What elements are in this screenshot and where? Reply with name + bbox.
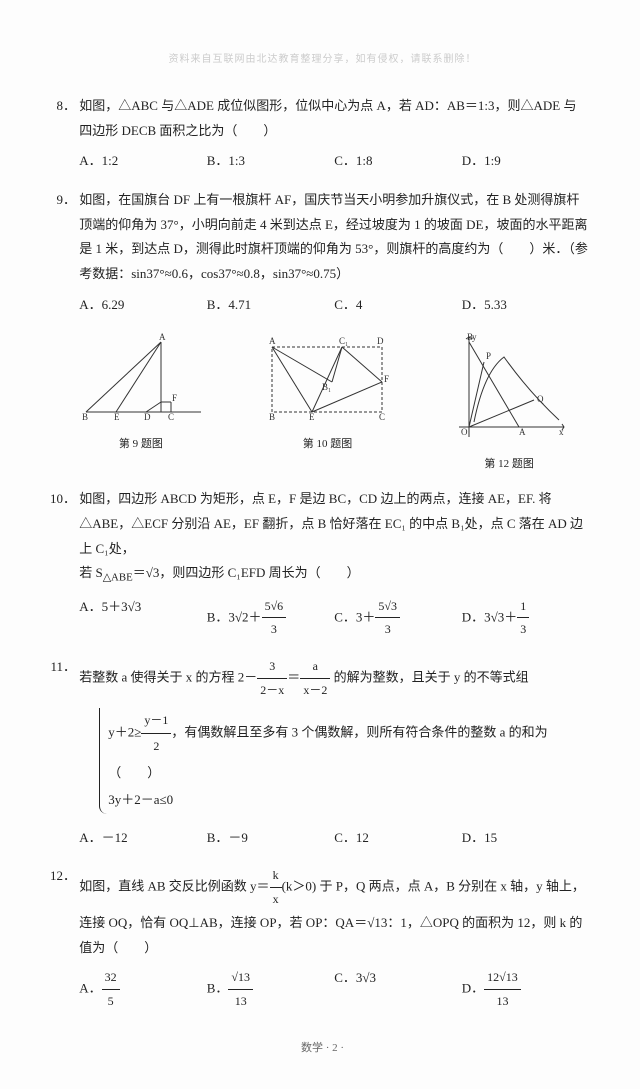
svg-text:D: D <box>144 412 151 422</box>
q11-options: A．－12 B．－9 C．12 D．15 <box>79 826 589 851</box>
question-10: 10． 如图，四边形 ABCD 为矩形，点 E，F 是边 BC，CD 边上的两点… <box>50 487 595 641</box>
svg-text:C: C <box>379 412 385 422</box>
q11-optB: B．－9 <box>207 826 335 851</box>
q8-optD: D．1:9 <box>462 149 590 174</box>
svg-text:E: E <box>309 412 315 422</box>
q8-num: 8． <box>50 94 76 119</box>
q12-optA: A．325 <box>79 966 207 1013</box>
q10-optA: A．5＋3√3 <box>79 595 207 642</box>
q10-text2: ，则四边形 C₁EFD 周长为（ ） <box>159 565 359 580</box>
q9-num: 9． <box>50 188 76 213</box>
q10-rad3: ＝√3 <box>133 565 160 580</box>
svg-text:B: B <box>269 412 275 422</box>
q9-optC: C．4 <box>334 293 462 318</box>
figure-9: A B E D C F 第 9 题图 <box>76 332 206 476</box>
q10-optB: B．3√2＋5√63 <box>207 595 335 642</box>
q9-text: 如图，在国旗台 DF 上有一根旗杆 AF，国庆节当天小明参加升旗仪式，在 B 处… <box>79 192 588 281</box>
fig10-caption: 第 10 题图 <box>257 434 397 455</box>
svg-text:A: A <box>159 332 166 342</box>
q12-num: 12． <box>50 864 76 889</box>
figure-12: O x y B P Q A 第 12 题图 <box>449 332 569 476</box>
q8-optB: B．1:3 <box>207 149 335 174</box>
q11-system: y＋2≥y－12，有偶数解且至多有 3 个偶数解，则所有符合条件的整数 a 的和… <box>99 708 589 814</box>
svg-text:Q: Q <box>537 394 544 404</box>
svg-text:B: B <box>467 332 473 342</box>
q10-optD: D．3√3＋13 <box>462 595 590 642</box>
q8-optA: A．1:2 <box>79 149 207 174</box>
q8-text: 如图，△ABC 与△ADE 成位似图形，位似中心为点 A，若 AD：AB＝1:3… <box>79 98 576 138</box>
q10-optC: C．3＋5√33 <box>334 595 462 642</box>
q8-options: A．1:2 B．1:3 C．1:8 D．1:9 <box>79 149 589 174</box>
q10-sabe: 若 S <box>79 565 102 580</box>
q9-optA: A．6.29 <box>79 293 207 318</box>
fig9-caption: 第 9 题图 <box>76 434 206 455</box>
fig12-svg: O x y B P Q A <box>449 332 569 447</box>
question-8: 8． 如图，△ABC 与△ADE 成位似图形，位似中心为点 A，若 AD：AB＝… <box>50 94 595 174</box>
q12-optC: C．3√3 <box>334 966 462 1013</box>
svg-text:B: B <box>82 412 88 422</box>
q10-text1: 如图，四边形 ABCD 为矩形，点 E，F 是边 BC，CD 边上的两点，连接 … <box>79 491 583 555</box>
q10-options: A．5＋3√3 B．3√2＋5√63 C．3＋5√33 D．3√3＋13 <box>79 595 589 642</box>
svg-text:C₁: C₁ <box>339 336 348 346</box>
q9-optD: D．5.33 <box>462 293 590 318</box>
fig9-svg: A B E D C F <box>76 332 206 427</box>
q11-text2: 的解为整数，且关于 y 的不等式组 <box>330 669 528 684</box>
q10-num: 10． <box>50 487 76 512</box>
question-9: 9． 如图，在国旗台 DF 上有一根旗杆 AF，国庆节当天小明参加升旗仪式，在 … <box>50 188 595 317</box>
svg-text:E: E <box>114 412 120 422</box>
svg-text:O: O <box>461 427 468 437</box>
q11-optC: C．12 <box>334 826 462 851</box>
q12-optD: D．12√1313 <box>462 966 590 1013</box>
svg-text:F: F <box>172 393 177 403</box>
svg-text:D: D <box>377 336 384 346</box>
svg-text:C: C <box>168 412 174 422</box>
figure-10: A C₁ D B E C F B₁ 第 10 题图 <box>257 332 397 476</box>
q9-options: A．6.29 B．4.71 C．4 D．5.33 <box>79 293 589 318</box>
q10-abesub: △ABE <box>103 572 133 584</box>
svg-text:A: A <box>269 336 276 346</box>
page-footer: 数学 · 2 · <box>50 1038 595 1059</box>
q8-optC: C．1:8 <box>334 149 462 174</box>
q11-optD: D．15 <box>462 826 590 851</box>
svg-text:F: F <box>384 374 389 384</box>
figures-row: A B E D C F 第 9 题图 A C₁ D B E C F B₁ 第 1… <box>50 332 595 476</box>
question-12: 12． 如图，直线 AB 交反比例函数 y＝kx(k＞0) 于 P，Q 两点，点… <box>50 864 595 1013</box>
q9-optB: B．4.71 <box>207 293 335 318</box>
svg-text:x: x <box>559 427 564 437</box>
q12-options: A．325 B．√1313 C．3√3 D．12√1313 <box>79 966 589 1013</box>
q12-text1: 如图，直线 AB 交反比例函数 y＝ <box>79 879 269 894</box>
svg-text:P: P <box>486 351 491 361</box>
fig12-caption: 第 12 题图 <box>449 454 569 475</box>
fig10-svg: A C₁ D B E C F B₁ <box>257 332 397 427</box>
q11-num: 11． <box>50 655 76 680</box>
q11-text1: 若整数 a 使得关于 x 的方程 2－ <box>79 669 257 684</box>
watermark: 资料来自互联网由北达教育整理分享，如有侵权，请联系删除！ <box>50 50 595 69</box>
svg-text:B₁: B₁ <box>322 382 331 392</box>
q12-optB: B．√1313 <box>207 966 335 1013</box>
q11-optA: A．－12 <box>79 826 207 851</box>
question-11: 11． 若整数 a 使得关于 x 的方程 2－32－x＝ax－2 的解为整数，且… <box>50 655 595 850</box>
svg-text:A: A <box>519 427 526 437</box>
